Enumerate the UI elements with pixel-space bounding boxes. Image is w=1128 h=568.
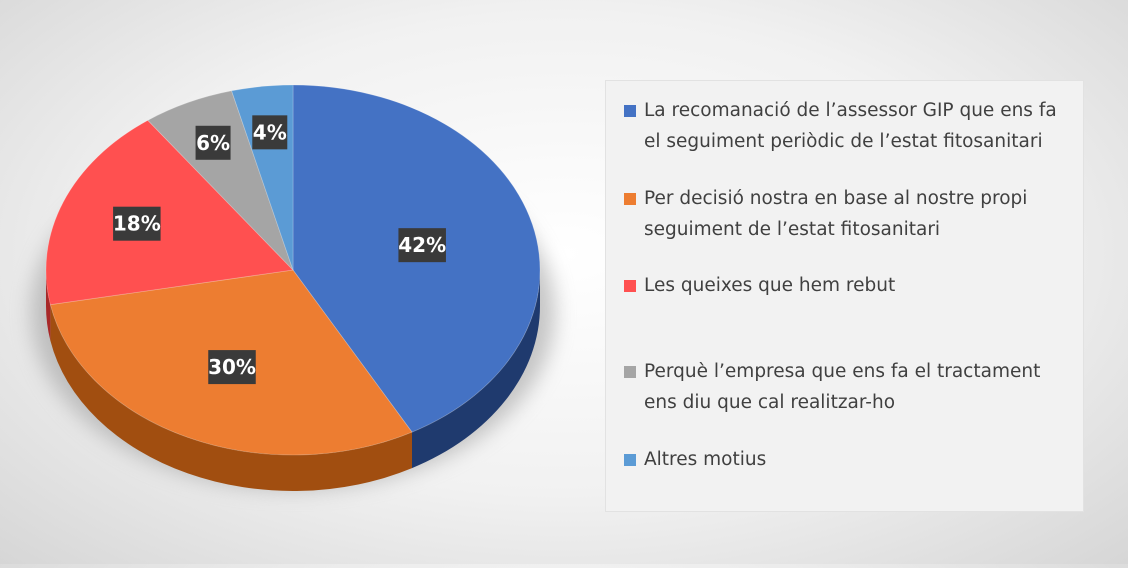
legend-swatch <box>624 454 636 466</box>
pie-slice-side <box>50 304 412 491</box>
pie-slice-side <box>46 270 51 341</box>
legend-label: Per decisió nostra en base al nostre pro… <box>644 188 1028 240</box>
legend-swatch <box>624 105 636 117</box>
data-label-box <box>113 206 161 241</box>
legend-label: La recomanació de l’assessor GIP que ens… <box>644 100 1057 152</box>
data-label-box <box>252 115 288 150</box>
data-label: 30% <box>208 355 256 379</box>
pie-data-labels: 42% 30% 18% 6% 4% <box>113 115 446 385</box>
data-label: 18% <box>113 212 161 236</box>
pie-slice <box>45 119 294 306</box>
legend-item: Les queixes que hem rebut <box>624 270 1069 356</box>
legend-swatch <box>624 366 636 378</box>
data-label-box <box>398 228 446 263</box>
pie-top <box>45 84 541 456</box>
legend-label: Les queixes que hem rebut <box>644 275 896 296</box>
pie-sides <box>46 270 540 491</box>
legend: La recomanació de l’assessor GIP que ens… <box>605 80 1084 512</box>
legend-label: Perquè l’empresa que ens fa el tractamen… <box>644 361 1041 413</box>
data-label-box <box>208 350 256 385</box>
data-label: 42% <box>398 233 446 257</box>
legend-item: Per decisió nostra en base al nostre pro… <box>624 183 1069 270</box>
pie-chart: 42% 30% 18% 6% 4% <box>31 84 555 491</box>
legend-swatch <box>624 193 636 205</box>
pie-chart-area: 42% 30% 18% 6% 4% <box>31 84 555 491</box>
data-label-box <box>195 125 231 160</box>
pie-slice <box>147 90 294 271</box>
data-label: 6% <box>196 131 230 155</box>
legend-item: Altres motius <box>624 444 1069 484</box>
legend-item: La recomanació de l’assessor GIP que ens… <box>624 95 1069 183</box>
pie-slice-side <box>411 270 540 469</box>
legend-swatch <box>624 280 636 292</box>
legend-item: Perquè l’empresa que ens fa el tractamen… <box>624 356 1069 444</box>
data-label: 4% <box>253 120 287 144</box>
legend-label: Altres motius <box>644 449 767 470</box>
